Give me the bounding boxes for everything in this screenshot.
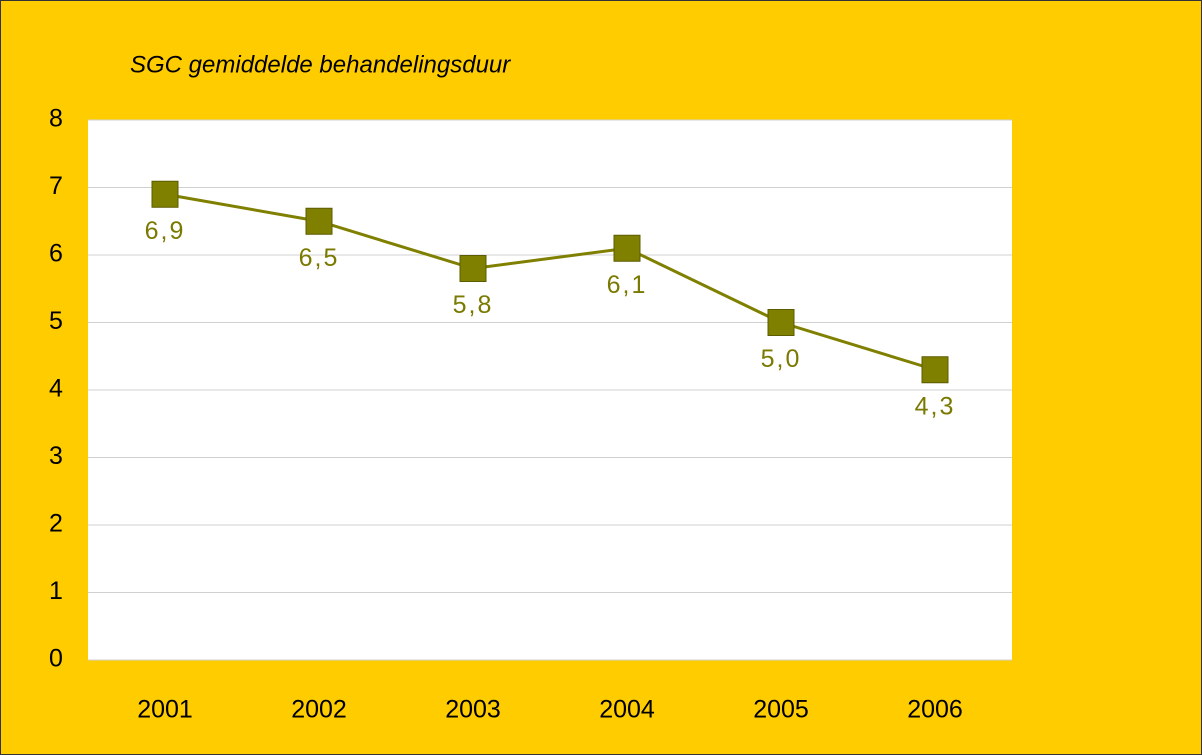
chart-title: SGC gemiddelde behandelingsduur [130, 51, 511, 78]
marker [613, 234, 641, 262]
x-tick-label: 2005 [753, 696, 809, 724]
x-tick-label: 2004 [599, 696, 655, 724]
y-tick-label: 0 [49, 645, 63, 673]
x-tick-label: 2002 [291, 696, 347, 724]
y-tick-label: 3 [49, 442, 63, 470]
x-tick-label: 2003 [445, 696, 501, 724]
marker [305, 207, 333, 235]
y-tick-label: 7 [49, 172, 63, 200]
data-label: 4,3 [915, 392, 956, 420]
data-label: 5,0 [761, 345, 802, 373]
data-label: 5,8 [453, 291, 494, 319]
y-tick-label: 5 [49, 307, 63, 335]
marker [767, 309, 795, 336]
data-label: 6,9 [145, 217, 186, 245]
y-tick-label: 4 [49, 375, 63, 403]
data-label: 6,5 [299, 244, 340, 272]
y-tick-label: 8 [49, 105, 63, 133]
marker [459, 255, 487, 282]
y-tick-label: 6 [49, 240, 63, 268]
y-tick-label: 1 [49, 577, 63, 605]
series-line [164, 192, 936, 372]
x-tick-label: 2006 [907, 696, 963, 724]
x-tick-label: 2001 [137, 696, 193, 724]
data-label: 6,1 [607, 271, 648, 299]
marker [151, 180, 179, 208]
y-tick-label: 2 [49, 510, 63, 538]
marker [921, 356, 949, 384]
